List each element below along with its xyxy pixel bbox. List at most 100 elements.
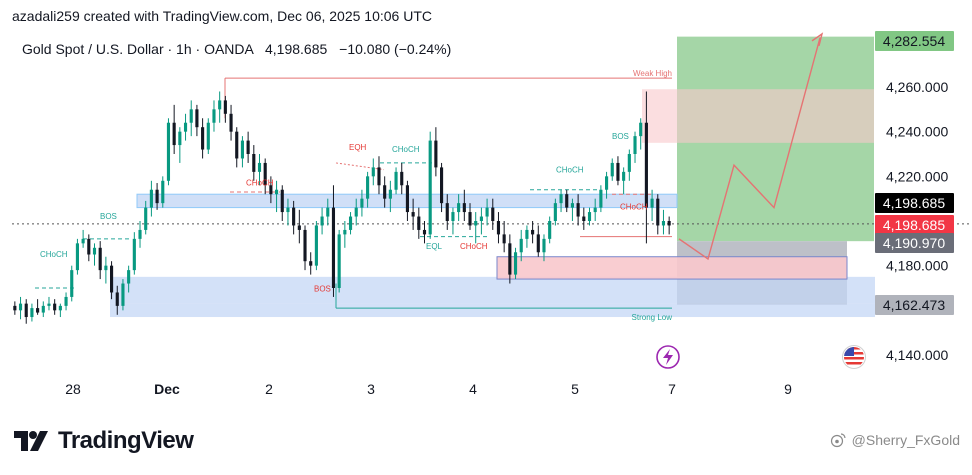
candle-body bbox=[98, 247, 102, 271]
x-tick-label: 3 bbox=[367, 381, 375, 397]
candle-body bbox=[87, 238, 91, 255]
candle bbox=[309, 252, 313, 275]
candle-body bbox=[400, 171, 404, 186]
candle bbox=[616, 156, 620, 186]
candle bbox=[292, 200, 296, 235]
candle-body bbox=[587, 212, 592, 221]
candle-body bbox=[440, 167, 444, 204]
candle bbox=[183, 113, 188, 141]
candle-body bbox=[559, 194, 563, 204]
lightning-icon[interactable] bbox=[656, 345, 680, 369]
price-marker: 4,198.685 bbox=[875, 193, 954, 213]
candle-body bbox=[115, 292, 119, 306]
candle-body bbox=[525, 229, 529, 239]
candle-body bbox=[667, 221, 671, 226]
candle-body bbox=[269, 185, 273, 195]
annotation-label: CHoCH bbox=[460, 242, 488, 251]
candle bbox=[155, 183, 159, 210]
candle bbox=[661, 209, 666, 235]
annotation-label: CHoCH bbox=[392, 145, 420, 154]
eqh-line bbox=[335, 162, 385, 171]
candle-body bbox=[292, 207, 296, 226]
candle bbox=[24, 299, 28, 324]
candle-body bbox=[331, 207, 336, 288]
candle bbox=[172, 104, 176, 154]
candle bbox=[81, 229, 85, 248]
price-marker-bg bbox=[875, 295, 954, 315]
candle-body bbox=[195, 109, 199, 128]
tradingview-logo[interactable]: TradingView bbox=[14, 427, 194, 455]
candle bbox=[18, 296, 23, 320]
candle bbox=[104, 256, 108, 284]
candle-body bbox=[371, 167, 375, 177]
candle-body bbox=[172, 122, 176, 146]
candle-body bbox=[41, 305, 45, 313]
price-marker-bg bbox=[875, 193, 954, 213]
candle-body bbox=[531, 229, 535, 235]
last-price: 4,198.685 bbox=[264, 41, 328, 57]
us-flag-icon[interactable] bbox=[842, 345, 866, 369]
annotation-label: CHoCH bbox=[246, 179, 274, 188]
candle bbox=[110, 261, 114, 300]
candle bbox=[605, 171, 609, 199]
candle-body bbox=[633, 136, 637, 154]
price-marker-bg bbox=[875, 31, 954, 51]
candle bbox=[462, 189, 466, 221]
candle-body bbox=[64, 296, 68, 306]
zone-demand bbox=[110, 303, 875, 318]
candle bbox=[388, 180, 392, 213]
x-tick-label: 4 bbox=[469, 381, 477, 397]
candle bbox=[548, 216, 552, 244]
candle bbox=[417, 207, 421, 239]
annotation-label: EQH bbox=[349, 143, 367, 152]
candle bbox=[235, 127, 239, 168]
candle bbox=[314, 221, 318, 271]
candle bbox=[428, 131, 432, 239]
price-marker-label: 4,198.685 bbox=[883, 217, 945, 233]
candle bbox=[138, 221, 142, 248]
candle-body bbox=[280, 189, 284, 213]
candle-body bbox=[599, 189, 603, 208]
tradingview-logo-text: TradingView bbox=[58, 427, 194, 454]
candle bbox=[451, 207, 455, 235]
candle bbox=[115, 285, 119, 315]
annotation-label: CHoCH bbox=[556, 165, 584, 174]
price-markers-layer: 4,282.554 4,198.685 4,198.685 4,190.970 4,16… bbox=[875, 31, 954, 315]
candle-body bbox=[565, 194, 569, 208]
candle bbox=[87, 234, 91, 262]
candle bbox=[570, 198, 574, 221]
candle bbox=[565, 189, 569, 213]
annotation-label: Weak High bbox=[633, 69, 672, 78]
candle-body bbox=[661, 221, 666, 226]
candle bbox=[593, 198, 597, 221]
candle-body bbox=[149, 189, 153, 208]
candle bbox=[75, 238, 79, 275]
candle bbox=[650, 189, 654, 221]
candle-body bbox=[627, 154, 631, 172]
candle bbox=[610, 158, 614, 181]
candle-body bbox=[297, 225, 301, 230]
candle bbox=[331, 185, 336, 297]
candle bbox=[639, 118, 643, 150]
candle-body bbox=[388, 189, 392, 199]
candle bbox=[229, 104, 233, 141]
candle bbox=[508, 234, 512, 284]
candle-body bbox=[275, 189, 279, 195]
candle-body bbox=[656, 198, 660, 226]
candle-body bbox=[246, 140, 250, 154]
candle-body bbox=[75, 243, 79, 271]
candle-body bbox=[314, 225, 318, 266]
candle bbox=[13, 301, 17, 315]
candle bbox=[633, 131, 637, 163]
candle bbox=[98, 241, 102, 280]
candle-body bbox=[252, 154, 256, 172]
candle-body bbox=[457, 203, 461, 213]
candle-body bbox=[223, 100, 227, 114]
candle-body bbox=[479, 216, 483, 221]
candle bbox=[519, 229, 523, 262]
candle bbox=[582, 207, 586, 230]
candle-body bbox=[337, 234, 341, 288]
candle bbox=[445, 194, 449, 230]
candle-body bbox=[189, 109, 193, 123]
